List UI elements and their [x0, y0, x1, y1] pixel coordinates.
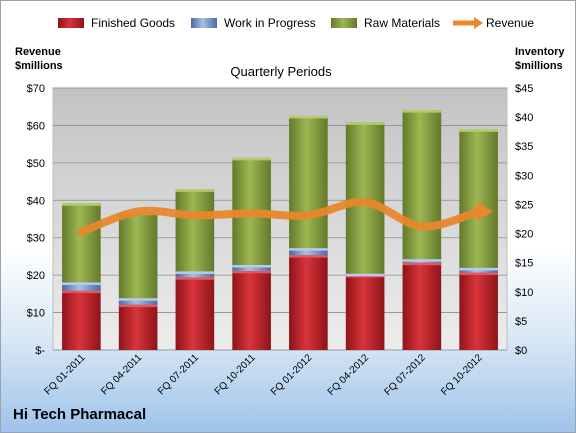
- legend-arrow-revenue: [474, 17, 483, 29]
- category-label: FQ 10-2012: [439, 352, 485, 398]
- right-axis-title-line2: $millions: [515, 60, 563, 72]
- bar-work-in-progress: [232, 264, 271, 271]
- right-tick-label: $5: [515, 316, 527, 328]
- left-tick-label: $70: [27, 83, 45, 95]
- legend-label-raw-materials: Raw Materials: [364, 16, 440, 30]
- bar-top-raw-materials: [62, 203, 101, 206]
- right-tick-label: $0: [515, 345, 527, 357]
- category-label: FQ 10-2011: [213, 352, 258, 397]
- bar-work-in-progress: [118, 298, 158, 305]
- bar-finished-goods: [118, 304, 158, 350]
- bar-raw-materials: [345, 122, 385, 274]
- left-tick-label: $40: [27, 195, 45, 207]
- bar-top-work-in-progress: [459, 267, 498, 271]
- bar-raw-materials: [289, 115, 328, 249]
- bar-top-raw-materials: [402, 110, 442, 113]
- bar-finished-goods: [345, 274, 385, 350]
- bar-top-finished-goods: [232, 270, 271, 274]
- bar-top-raw-materials: [459, 129, 498, 132]
- legend-label-finished-goods: Finished Goods: [91, 16, 175, 30]
- bar-top-finished-goods: [175, 277, 215, 280]
- bar-top-work-in-progress: [289, 248, 328, 251]
- bar-top-work-in-progress: [232, 264, 271, 268]
- bar-finished-goods: [232, 270, 271, 350]
- revenue-line: [77, 198, 483, 237]
- left-tick-label: $-: [35, 345, 45, 357]
- bar-raw-materials: [175, 189, 215, 272]
- bar-raw-materials: [402, 110, 442, 260]
- bar-top-work-in-progress: [345, 273, 385, 277]
- right-axis-title-line1: Inventory: [515, 46, 565, 58]
- revenue-arrowhead: [476, 201, 493, 222]
- bar-top-finished-goods: [118, 304, 158, 308]
- bar-finished-goods: [402, 262, 442, 350]
- left-tick-label: $30: [27, 233, 45, 245]
- legend-swatch-work-in-progress: [191, 18, 217, 28]
- left-tick-label: $60: [27, 120, 45, 132]
- bar-top-finished-goods: [289, 255, 328, 258]
- chart-subtitle: Quarterly Periods: [230, 64, 332, 79]
- right-tick-label: $15: [515, 258, 533, 270]
- bar-top-raw-materials: [345, 122, 385, 125]
- right-tick-label: $30: [515, 170, 533, 182]
- right-tick-label: $40: [515, 112, 533, 124]
- bar-top-finished-goods: [459, 272, 498, 276]
- left-tick-label: $10: [27, 308, 45, 320]
- bar-finished-goods: [459, 272, 498, 350]
- bar-work-in-progress: [289, 248, 328, 256]
- left-tick-label: $50: [27, 158, 45, 170]
- category-label: FQ 07-2012: [382, 352, 428, 398]
- bar-finished-goods: [175, 277, 215, 350]
- right-tick-label: $10: [515, 287, 533, 299]
- legend-label-work-in-progress: Work in Progress: [224, 16, 316, 30]
- bar-work-in-progress: [175, 271, 215, 278]
- category-label: FQ 04-2012: [326, 352, 372, 398]
- legend-swatch-finished-goods: [58, 18, 84, 28]
- left-axis-title-line2: $millions: [15, 60, 63, 72]
- bar-raw-materials: [118, 212, 158, 299]
- bar-top-work-in-progress: [62, 282, 101, 285]
- legend-label-revenue: Revenue: [486, 16, 534, 30]
- bar-raw-materials: [62, 203, 101, 283]
- bar-top-work-in-progress: [402, 259, 442, 262]
- bar-finished-goods: [289, 255, 328, 350]
- bar-top-work-in-progress: [118, 298, 158, 301]
- right-tick-label: $35: [515, 141, 533, 153]
- bar-top-raw-materials: [232, 157, 271, 161]
- bar-top-work-in-progress: [175, 271, 215, 274]
- bar-finished-goods: [62, 290, 101, 350]
- right-tick-label: $45: [515, 83, 533, 95]
- right-tick-label: $25: [515, 199, 533, 211]
- right-tick-label: $20: [515, 229, 533, 241]
- bar-top-raw-materials: [289, 115, 328, 119]
- bar-top-finished-goods: [402, 262, 442, 266]
- left-tick-label: $20: [27, 270, 45, 282]
- category-label: FQ 01-2011: [43, 352, 88, 397]
- legend-swatch-raw-materials: [331, 18, 357, 28]
- category-label: FQ 04-2011: [99, 352, 144, 397]
- bar-top-finished-goods: [62, 290, 101, 294]
- category-label: FQ 07-2011: [156, 352, 201, 397]
- category-label: FQ 01-2012: [269, 352, 315, 398]
- bar-raw-materials: [459, 129, 498, 268]
- bar-top-raw-materials: [175, 189, 215, 192]
- company-name: Hi Tech Pharmacal: [13, 406, 147, 423]
- left-axis-title-line1: Revenue: [15, 46, 61, 58]
- bar-work-in-progress: [62, 282, 101, 291]
